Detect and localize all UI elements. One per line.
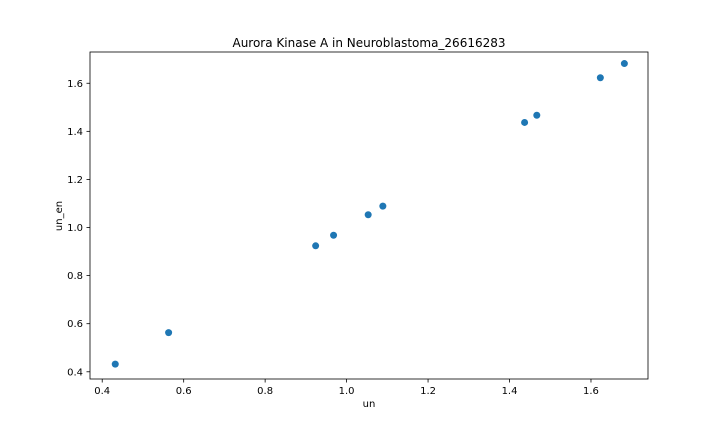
y-tick-label: 1.4 bbox=[67, 127, 83, 138]
x-tick-label: 0.6 bbox=[176, 386, 192, 397]
x-tick-label: 1.0 bbox=[339, 386, 355, 397]
y-tick-label: 1.2 bbox=[67, 175, 83, 186]
x-axis-label: un bbox=[363, 399, 376, 410]
data-point bbox=[379, 202, 387, 210]
y-tick-label: 0.4 bbox=[67, 367, 83, 378]
data-point bbox=[364, 211, 372, 219]
data-points bbox=[111, 60, 628, 368]
plot-frame bbox=[89, 51, 649, 380]
x-tick-label: 1.2 bbox=[420, 386, 436, 397]
x-tick-label: 1.4 bbox=[502, 386, 518, 397]
data-point bbox=[165, 329, 173, 337]
x-axis: 0.4 0.6 0.8 1.0 1.2 1.4 1.6 bbox=[94, 379, 599, 397]
y-axis-label: un_en bbox=[54, 201, 65, 231]
data-point bbox=[312, 242, 320, 250]
data-point bbox=[620, 60, 628, 68]
x-tick-label: 1.6 bbox=[583, 386, 599, 397]
y-axis: 0.4 0.6 0.8 1.0 1.2 1.4 1.6 bbox=[67, 79, 90, 378]
x-tick-label: 0.8 bbox=[257, 386, 273, 397]
data-point bbox=[330, 231, 338, 239]
y-tick-label: 0.6 bbox=[67, 319, 83, 330]
x-tick-label: 0.4 bbox=[94, 386, 110, 397]
data-point bbox=[533, 111, 541, 119]
data-point bbox=[111, 360, 119, 368]
y-tick-label: 1.0 bbox=[67, 223, 83, 234]
chart-title: Aurora Kinase A in Neuroblastoma_2661628… bbox=[232, 36, 505, 50]
y-tick-label: 0.8 bbox=[67, 271, 83, 282]
data-point bbox=[521, 118, 529, 126]
data-point bbox=[596, 74, 604, 82]
y-tick-label: 1.6 bbox=[67, 79, 83, 90]
